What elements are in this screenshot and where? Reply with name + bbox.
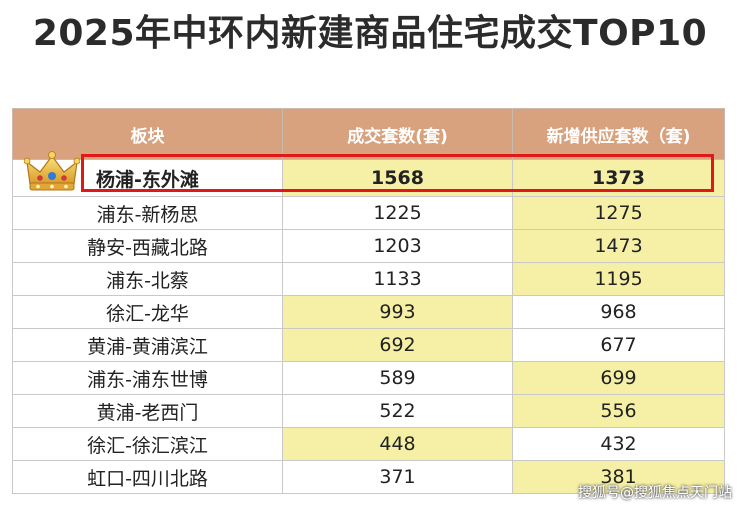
page-title: 2025年中环内新建商品住宅成交TOP10 — [32, 13, 708, 54]
supply-cell: 1275 — [512, 196, 725, 230]
watermark-text: 搜狐号@搜狐焦点天门站 — [578, 485, 732, 501]
table-header-row: 板块 成交套数(套) 新增供应套数（套) — [12, 108, 725, 160]
supply-cell: 1373 — [512, 159, 725, 197]
table-row: 虹口-四川北路 371 381 — [12, 460, 725, 494]
deals-cell: 522 — [282, 394, 513, 428]
supply-cell: 432 — [512, 427, 725, 461]
deals-cell: 1225 — [282, 196, 513, 230]
area-cell: 黄浦-老西门 — [12, 394, 283, 428]
area-cell: 徐汇-龙华 — [12, 295, 283, 329]
header-supply: 新增供应套数（套) — [512, 108, 725, 160]
supply-cell: 677 — [512, 328, 725, 362]
supply-cell: 1473 — [512, 229, 725, 263]
header-area: 板块 — [12, 108, 283, 160]
deals-cell: 448 — [282, 427, 513, 461]
table-row: 徐汇-龙华 993 968 — [12, 295, 725, 329]
deals-cell: 371 — [282, 460, 513, 494]
area-cell: 浦东-北蔡 — [12, 262, 283, 296]
supply-cell: 381 — [512, 460, 725, 494]
supply-cell: 556 — [512, 394, 725, 428]
supply-cell: 968 — [512, 295, 725, 329]
area-cell: 黄浦-黄浦滨江 — [12, 328, 283, 362]
table-row: 静安-西藏北路 1203 1473 — [12, 229, 725, 263]
supply-cell: 699 — [512, 361, 725, 395]
table-row: 浦东-新杨思 1225 1275 — [12, 196, 725, 230]
table-row: 黄浦-老西门 522 556 — [12, 394, 725, 428]
deals-cell: 692 — [282, 328, 513, 362]
deals-cell: 589 — [282, 361, 513, 395]
supply-cell: 1195 — [512, 262, 725, 296]
deals-cell: 1203 — [282, 229, 513, 263]
deals-cell: 1133 — [282, 262, 513, 296]
ranking-table: 板块 成交套数(套) 新增供应套数（套) 杨浦-东外滩 1568 1373 浦东… — [12, 108, 725, 494]
table-row: 黄浦-黄浦滨江 692 677 — [12, 328, 725, 362]
area-cell: 静安-西藏北路 — [12, 229, 283, 263]
ranking-table-container: 板块 成交套数(套) 新增供应套数（套) 杨浦-东外滩 1568 1373 浦东… — [12, 108, 725, 494]
table-row: 徐汇-徐汇滨江 448 432 — [12, 427, 725, 461]
deals-cell: 993 — [282, 295, 513, 329]
table-row: 杨浦-东外滩 1568 1373 — [12, 159, 725, 197]
table-row: 浦东-浦东世博 589 699 — [12, 361, 725, 395]
table-row: 浦东-北蔡 1133 1195 — [12, 262, 725, 296]
deals-cell: 1568 — [282, 159, 513, 197]
area-cell: 浦东-浦东世博 — [12, 361, 283, 395]
area-cell: 虹口-四川北路 — [12, 460, 283, 494]
header-deals: 成交套数(套) — [282, 108, 513, 160]
crown-icon — [24, 151, 80, 191]
area-cell: 浦东-新杨思 — [12, 196, 283, 230]
area-cell: 徐汇-徐汇滨江 — [12, 427, 283, 461]
